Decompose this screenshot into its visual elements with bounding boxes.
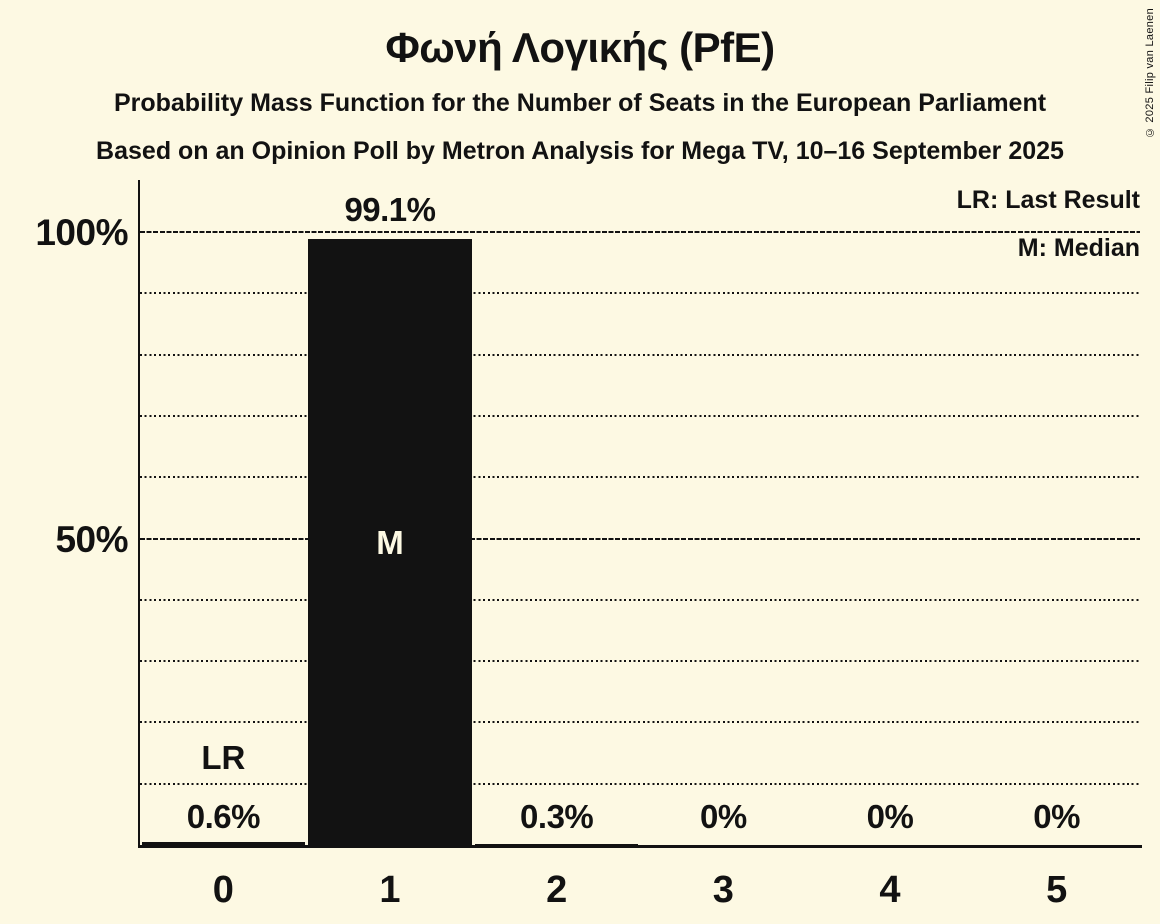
legend-median: M: Median bbox=[1017, 234, 1140, 262]
bar-value-label: 99.1% bbox=[344, 190, 436, 228]
x-axis-tick-label: 2 bbox=[546, 869, 568, 911]
bar-value-label: 0.3% bbox=[520, 798, 594, 835]
bar bbox=[474, 844, 639, 846]
x-axis-tick-label: 4 bbox=[879, 869, 901, 911]
minor-gridline bbox=[140, 721, 1140, 724]
bar-value-label: 0% bbox=[1033, 798, 1080, 835]
major-gridline bbox=[140, 537, 1140, 540]
bar-value-label: 0.6% bbox=[186, 798, 261, 835]
median-marker-label: M bbox=[376, 524, 404, 562]
bar bbox=[141, 842, 306, 846]
last-result-marker-label: LR bbox=[201, 739, 246, 776]
y-axis-tick-label: 100% bbox=[35, 212, 128, 253]
minor-gridline bbox=[140, 353, 1140, 356]
minor-gridline bbox=[140, 292, 1140, 295]
chart-title: Φωνή Λογικής (PfE) bbox=[385, 24, 775, 71]
x-axis-tick-label: 3 bbox=[712, 869, 734, 911]
chart-subtitle-line1: Probability Mass Function for the Number… bbox=[113, 89, 1047, 117]
chart-subtitle-line2: Based on an Opinion Poll by Metron Analy… bbox=[96, 137, 1064, 165]
major-gridline bbox=[140, 231, 1140, 233]
y-axis-line bbox=[138, 180, 140, 848]
bar-value-label: 0% bbox=[699, 798, 747, 835]
x-axis-tick-label: 1 bbox=[379, 869, 401, 911]
x-axis-tick-label: 0 bbox=[212, 869, 234, 911]
minor-gridline bbox=[140, 598, 1140, 601]
y-axis-tick-label: 50% bbox=[55, 518, 128, 560]
minor-gridline bbox=[140, 660, 1140, 663]
minor-gridline bbox=[140, 476, 1140, 479]
minor-gridline bbox=[140, 414, 1140, 417]
legend-last-result: LR: Last Result bbox=[956, 186, 1140, 214]
x-axis-line bbox=[138, 845, 1142, 848]
minor-gridline bbox=[140, 782, 1140, 785]
bar bbox=[308, 238, 472, 846]
bar-value-label: 0% bbox=[866, 798, 914, 835]
x-axis-tick-label: 5 bbox=[1046, 869, 1068, 911]
